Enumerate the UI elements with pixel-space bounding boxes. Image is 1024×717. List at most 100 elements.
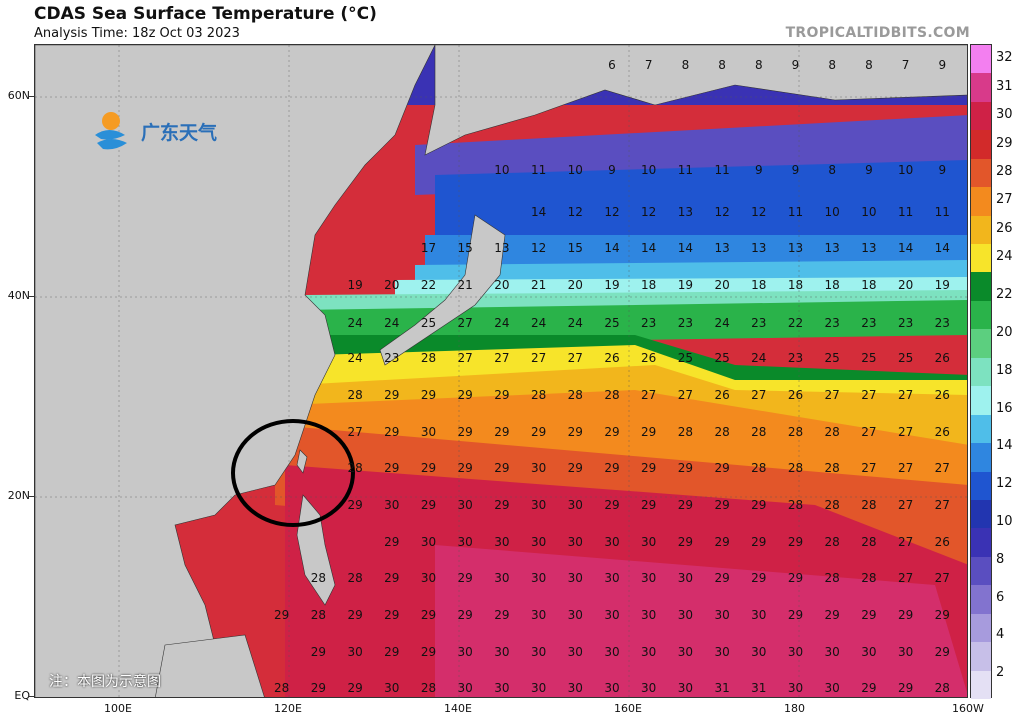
sst-value-label: 14: [935, 241, 950, 255]
lon-label: 140E: [444, 702, 472, 715]
colorbar-segment: [971, 45, 991, 74]
sst-value-label: 29: [641, 461, 656, 475]
sst-value-label: 30: [678, 571, 693, 585]
sst-value-label: 23: [641, 316, 656, 330]
sst-value-label: 30: [825, 681, 840, 695]
sst-value-label: 26: [935, 535, 950, 549]
site-credit[interactable]: TROPICALTIDBITS.COM: [785, 25, 970, 41]
colorbar-label: 20: [996, 324, 1013, 340]
sst-value-label: 18: [825, 278, 840, 292]
sst-value-label: 30: [531, 608, 546, 622]
sst-value-label: 29: [458, 608, 473, 622]
sst-value-label: 26: [641, 351, 656, 365]
sst-value-label: 29: [641, 498, 656, 512]
sst-value-label: 28: [825, 571, 840, 585]
sst-value-label: 29: [788, 608, 803, 622]
sst-value-label: 26: [935, 351, 950, 365]
sst-value-label: 27: [531, 351, 546, 365]
sst-value-label: 29: [384, 645, 399, 659]
sst-value-label: 25: [825, 351, 840, 365]
sst-value-label: 29: [384, 461, 399, 475]
sst-value-label: 29: [751, 535, 766, 549]
sst-value-label: 28: [531, 388, 546, 402]
sst-value-label: 23: [935, 316, 950, 330]
colorbar-label: 24: [996, 249, 1013, 265]
sst-value-label: 19: [604, 278, 619, 292]
sst-value-label: 27: [898, 425, 913, 439]
colorbar-segment: [971, 73, 991, 103]
sst-value-label: 8: [755, 58, 763, 72]
sst-value-label: 29: [347, 498, 362, 512]
sst-value-label: 27: [494, 351, 509, 365]
sst-value-label: 27: [935, 571, 950, 585]
sst-value-label: 30: [531, 645, 546, 659]
taiwan-circle-annotation: [231, 419, 355, 527]
sst-value-label: 29: [458, 425, 473, 439]
sst-value-label: 24: [714, 316, 729, 330]
sst-value-label: 30: [384, 681, 399, 695]
colorbar-label: 26: [996, 220, 1013, 236]
sst-value-label: 30: [714, 608, 729, 622]
sst-value-label: 28: [788, 461, 803, 475]
sst-value-label: 30: [531, 498, 546, 512]
sst-value-label: 29: [384, 425, 399, 439]
colorbar-segment: [971, 499, 991, 529]
sst-value-label: 30: [494, 571, 509, 585]
sst-value-label: 30: [494, 681, 509, 695]
sst-value-label: 28: [421, 351, 436, 365]
colorbar-segment: [971, 414, 991, 444]
sst-value-label: 29: [714, 498, 729, 512]
sst-value-label: 30: [347, 645, 362, 659]
sst-value-label: 30: [531, 571, 546, 585]
lat-label: EQ: [14, 689, 30, 702]
sst-value-label: 29: [384, 535, 399, 549]
sst-value-label: 29: [714, 461, 729, 475]
sst-value-label: 30: [568, 498, 583, 512]
colorbar-label: 27: [996, 192, 1013, 208]
sst-value-label: 29: [678, 498, 693, 512]
sst-value-label: 29: [898, 608, 913, 622]
sst-value-label: 8: [828, 163, 836, 177]
sst-value-label: 15: [458, 241, 473, 255]
sst-value-label: 29: [935, 645, 950, 659]
sst-value-label: 29: [384, 608, 399, 622]
sst-value-label: 30: [494, 535, 509, 549]
sst-value-label: 28: [825, 461, 840, 475]
sst-value-label: 27: [861, 388, 876, 402]
sst-value-label: 9: [938, 58, 946, 72]
sst-value-label: 30: [531, 535, 546, 549]
sst-value-label: 29: [751, 498, 766, 512]
sst-value-label: 30: [458, 498, 473, 512]
sst-value-label: 29: [568, 461, 583, 475]
sst-value-label: 30: [678, 681, 693, 695]
sst-map: 6 7 8 8 8 9 8 8 7 9 10 11 10 9 10 11 11 9 9 8 9 10 9 14 12 12 12 13…: [34, 44, 968, 698]
sst-value-label: 29: [347, 608, 362, 622]
sst-value-label: 23: [751, 316, 766, 330]
colorbar-label: 10: [996, 513, 1013, 529]
sst-value-label: 26: [604, 351, 619, 365]
sst-value-label: 18: [641, 278, 656, 292]
sst-value-label: 30: [384, 498, 399, 512]
sst-value-label: 12: [604, 205, 619, 219]
sst-value-label: 29: [604, 498, 619, 512]
sst-value-label: 27: [458, 351, 473, 365]
sst-value-label: 30: [641, 608, 656, 622]
sst-value-label: 30: [898, 645, 913, 659]
sst-value-label: 31: [751, 681, 766, 695]
sst-value-label: 25: [421, 316, 436, 330]
colorbar-label: 30: [996, 107, 1013, 123]
sst-value-label: 14: [531, 205, 546, 219]
sst-value-label: 14: [898, 241, 913, 255]
sst-value-label: 18: [788, 278, 803, 292]
sst-value-label: 28: [751, 425, 766, 439]
sst-value-label: 13: [788, 241, 803, 255]
sst-value-label: 29: [861, 681, 876, 695]
sst-value-label: 29: [421, 461, 436, 475]
colorbar-label: 22: [996, 287, 1013, 303]
sst-value-label: 12: [568, 205, 583, 219]
colorbar-label: 28: [996, 163, 1013, 179]
lat-tick: [28, 296, 34, 297]
sst-value-label: 29: [604, 461, 619, 475]
colorbar-label: 8: [996, 551, 1005, 567]
sst-value-label: 29: [274, 608, 289, 622]
